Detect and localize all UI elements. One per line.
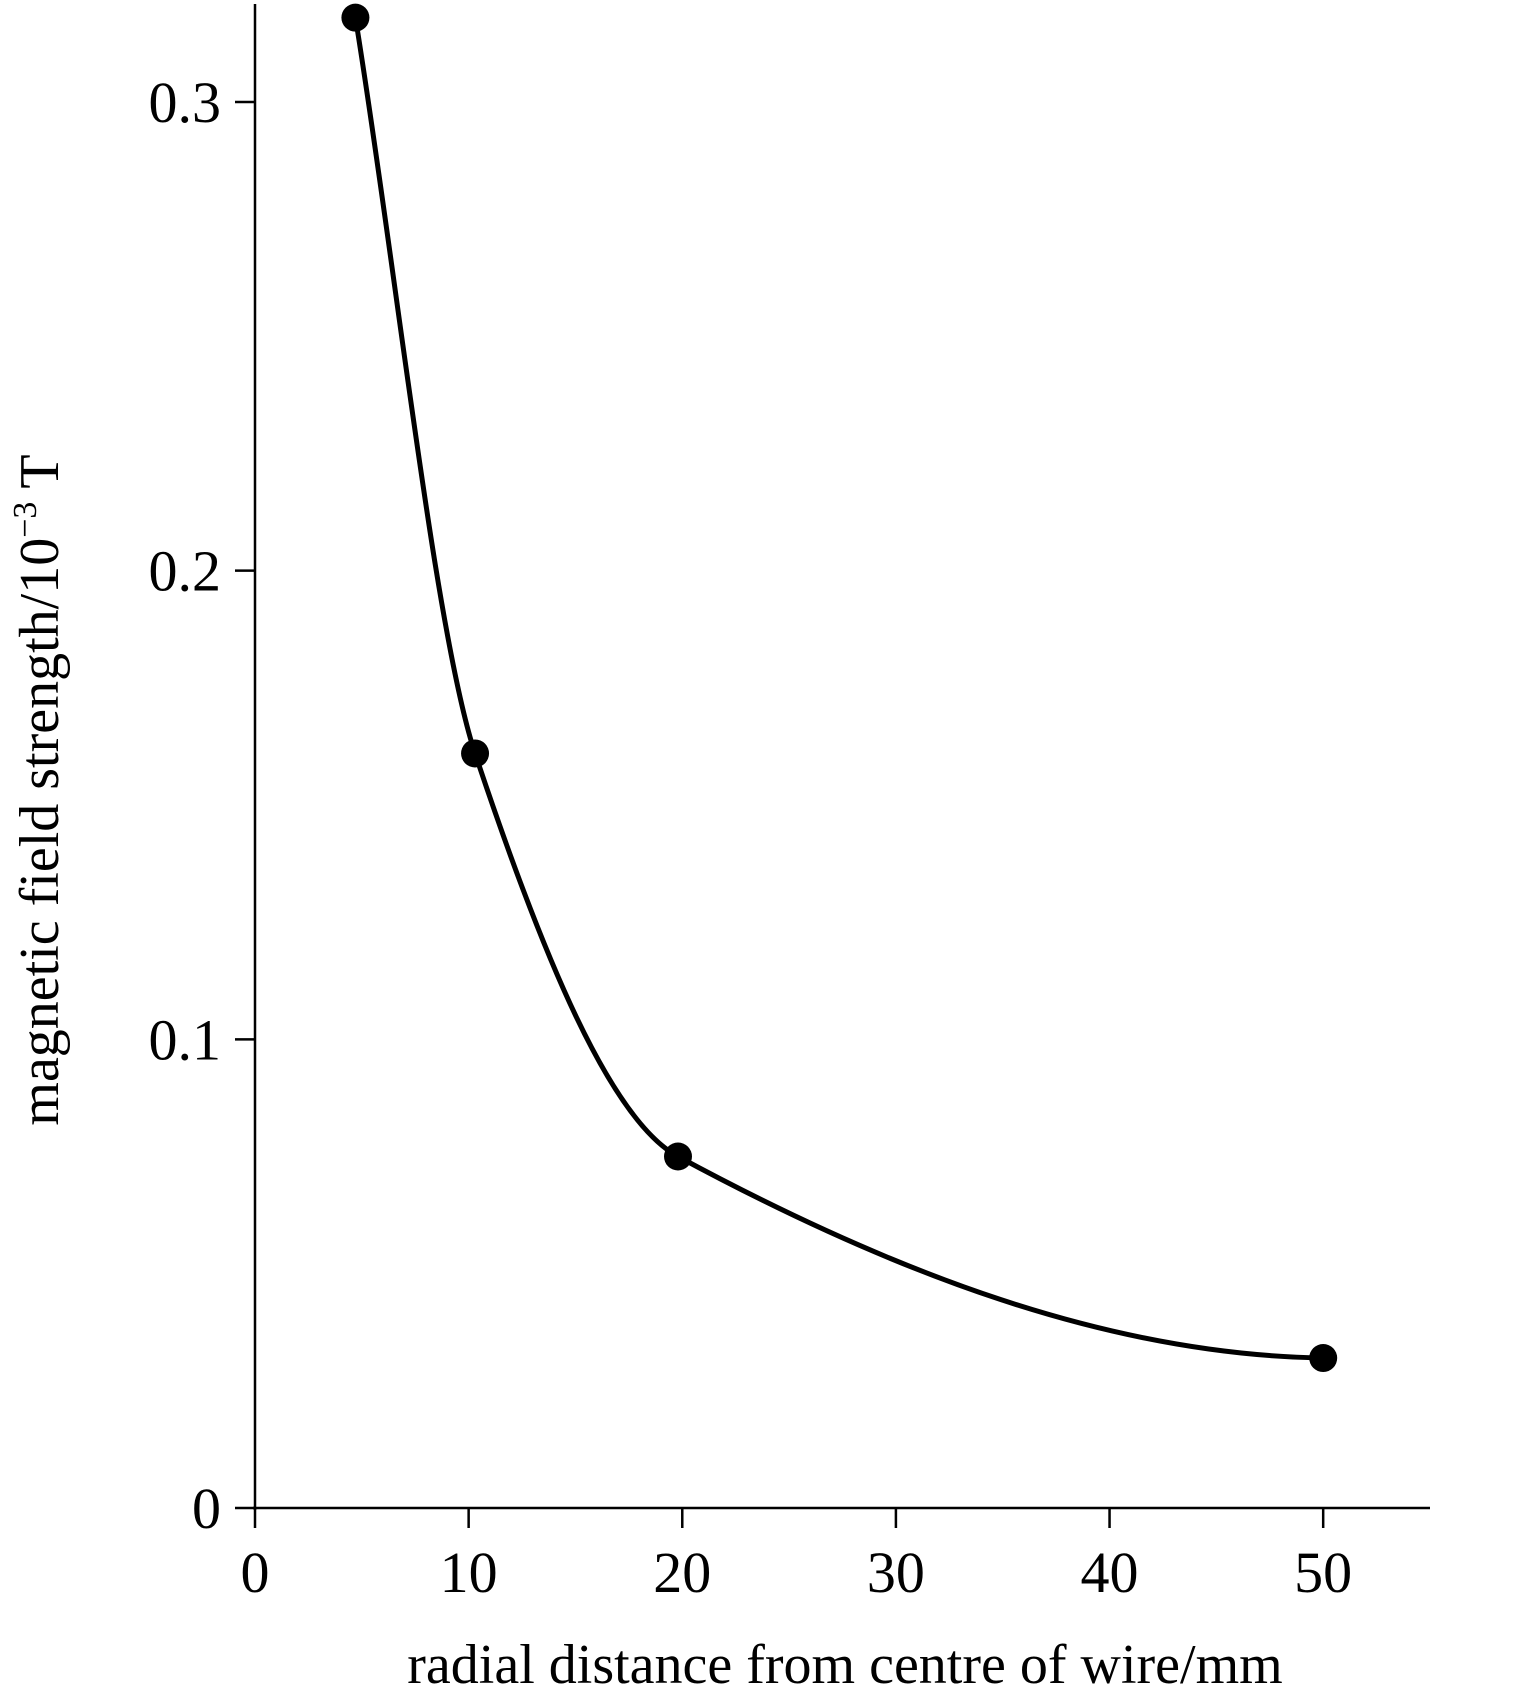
y-axis-label-exponent: −3	[7, 502, 44, 538]
y-tick-label-2: 0.2	[149, 539, 222, 604]
y-tick-label-0: 0	[192, 1476, 221, 1541]
x-axis-label: radial distance from centre of wire/mm	[407, 1634, 1282, 1689]
data-point-0	[341, 3, 370, 32]
y-tick-label-1: 0.1	[149, 1007, 222, 1072]
data-points	[341, 3, 1338, 1373]
data-point-3	[1309, 1344, 1338, 1373]
x-tick-label-1: 10	[440, 1540, 498, 1605]
tick-labels: 0 10 20 30 40 50 0 0.1 0.2 0.3	[149, 70, 1353, 1605]
x-tick-label-2: 20	[653, 1540, 711, 1605]
y-axis-label-suffix: T	[9, 454, 71, 501]
y-axis-label-prefix: magnetic field strength/10	[9, 538, 71, 1126]
axes	[253, 4, 1430, 1510]
data-point-2	[664, 1142, 692, 1171]
y-axis-label: magnetic field strength/10−3 T	[7, 454, 71, 1125]
series-curve	[352, 15, 1326, 1361]
y-tick-label-3: 0.3	[149, 70, 222, 135]
data-point-1	[461, 739, 490, 768]
x-tick-label-3: 30	[867, 1540, 925, 1605]
x-tick-label-4: 40	[1081, 1540, 1139, 1605]
x-tick-label-0: 0	[241, 1540, 270, 1605]
x-tick-label-5: 50	[1294, 1540, 1352, 1605]
tick-marks	[235, 100, 1325, 1528]
